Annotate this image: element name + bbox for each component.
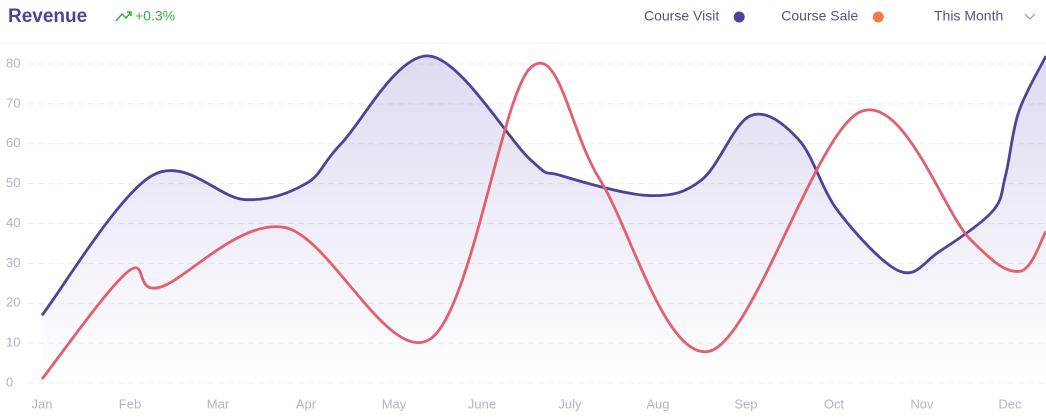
- y-tick-label: 70: [6, 95, 20, 110]
- y-tick-label: 20: [6, 295, 20, 310]
- period-label[interactable]: This Month: [934, 8, 1003, 24]
- period-dropdown[interactable]: This Month: [934, 8, 1036, 24]
- legend: Course Visit Course Sale: [644, 8, 884, 24]
- x-tick-label: Jan: [32, 396, 53, 411]
- x-tick-label: July: [558, 396, 582, 411]
- x-tick-label: May: [382, 396, 407, 411]
- x-tick-label: Oct: [824, 396, 845, 411]
- y-tick-label: 60: [6, 135, 20, 150]
- y-tick-label: 80: [6, 55, 20, 70]
- x-tick-label: Apr: [296, 396, 317, 411]
- y-tick-label: 0: [6, 374, 13, 389]
- legend-label: Course Sale: [781, 8, 858, 24]
- chevron[interactable]: [1024, 13, 1036, 20]
- legend-label: Course Visit: [644, 8, 719, 24]
- area: [42, 55, 1046, 383]
- x-tick-label: Feb: [119, 396, 141, 411]
- y-tick-label: 50: [6, 175, 20, 190]
- chart-title: Revenue: [8, 6, 87, 27]
- x-tick-label: Aug: [646, 396, 669, 411]
- x-tick-label: Nov: [910, 396, 934, 411]
- y-tick-label: 40: [6, 215, 20, 230]
- x-tick-label: Dec: [998, 396, 1022, 411]
- line: [40, 54, 1046, 317]
- x-tick-label: Sep: [734, 396, 757, 411]
- trend-icon: [115, 11, 132, 22]
- x-tick-label: Mar: [207, 396, 230, 411]
- legend-marker: [733, 11, 745, 23]
- y-tick-label: 10: [6, 335, 20, 350]
- y-tick-label: 30: [6, 255, 20, 270]
- line: [40, 61, 1046, 380]
- change: +0.3%: [135, 8, 175, 24]
- legend-marker: [872, 11, 884, 23]
- x-tick-label: June: [468, 396, 496, 411]
